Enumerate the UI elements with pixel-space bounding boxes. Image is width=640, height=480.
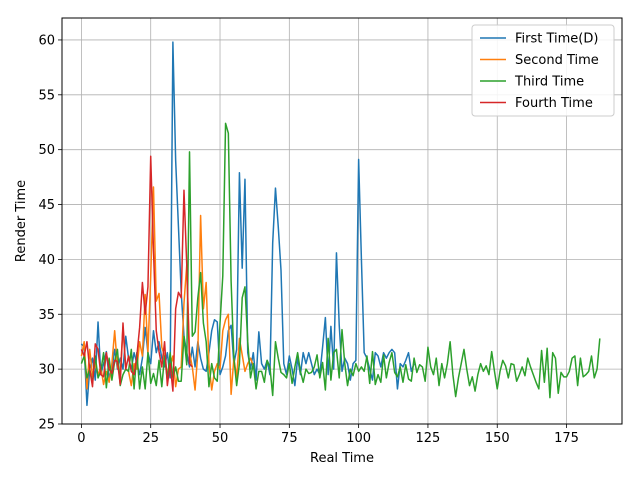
x-tick-label: 175 [554, 431, 579, 446]
y-tick-label: 30 [38, 363, 55, 378]
x-tick-label: 125 [416, 431, 441, 446]
plot-frame [61, 17, 623, 425]
x-tick-label: 100 [346, 431, 371, 446]
x-axis-label: Real Time [310, 451, 374, 466]
y-axis-label: Render Time [14, 180, 29, 262]
y-tick-label: 60 [38, 33, 55, 48]
y-tick-label: 40 [38, 253, 55, 268]
legend-entry: Second Time [515, 53, 599, 68]
series-line-3 [80, 122, 601, 399]
legend-box [471, 24, 615, 117]
y-tick-label: 55 [38, 88, 55, 103]
y-tick-label: 45 [38, 198, 55, 213]
y-tick-label: 35 [38, 308, 55, 323]
y-tick-label: 25 [38, 418, 55, 433]
legend-entry: Third Time [514, 75, 584, 90]
x-tick-label: 75 [281, 431, 298, 446]
x-tick-label: 50 [212, 431, 229, 446]
y-axis-ticks: 25 30 35 40 45 50 55 60 [38, 33, 62, 433]
series-layer [80, 41, 601, 407]
legend: First Time(D) Second Time Third Time Fourth… [471, 24, 615, 117]
legend-entry: Fourth Time [515, 96, 593, 111]
x-tick-label: 25 [142, 431, 159, 446]
x-axis-ticks: 0 25 50 75 100 125 150 175 [77, 424, 579, 446]
x-tick-label: 150 [485, 431, 510, 446]
y-tick-label: 50 [38, 143, 55, 158]
series-line-4 [80, 155, 193, 392]
legend-entry: First Time(D) [515, 32, 598, 47]
x-tick-label: 0 [77, 431, 85, 446]
